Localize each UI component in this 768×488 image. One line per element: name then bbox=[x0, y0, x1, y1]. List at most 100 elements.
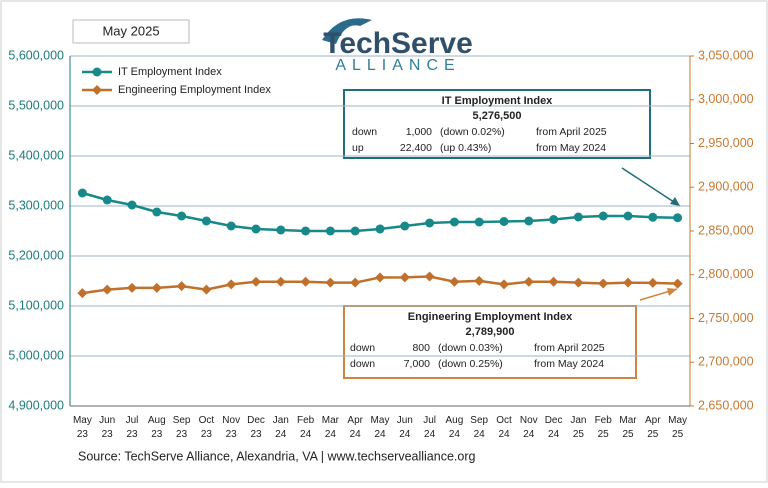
marker bbox=[474, 275, 485, 286]
marker bbox=[449, 276, 460, 287]
x-tick-label: Oct 23 bbox=[199, 415, 215, 440]
marker bbox=[400, 221, 410, 231]
annotation-cell: 1,000 bbox=[406, 126, 432, 138]
annotation-cell: from April 2025 bbox=[536, 126, 607, 138]
annotation-cell: (up 0.43%) bbox=[440, 142, 491, 154]
x-tick-label: Aug 23 bbox=[148, 415, 166, 440]
annotation-title: IT Employment Index bbox=[442, 95, 554, 107]
marker bbox=[647, 277, 658, 288]
x-tick-label: May 23 bbox=[73, 415, 92, 440]
x-tick-label: Apr 25 bbox=[645, 415, 661, 440]
marker bbox=[92, 85, 102, 95]
marker bbox=[176, 281, 187, 292]
x-tick-label: Jun 23 bbox=[99, 415, 115, 440]
marker bbox=[549, 215, 559, 224]
marker bbox=[301, 226, 311, 236]
logo-swoosh bbox=[322, 18, 372, 44]
marker bbox=[226, 221, 236, 231]
x-tick-label: Oct 24 bbox=[496, 415, 512, 440]
marker bbox=[325, 226, 335, 236]
x-tick-label: May 25 bbox=[668, 415, 687, 440]
legend-label: Engineering Employment Index bbox=[118, 84, 271, 96]
marker bbox=[424, 271, 435, 282]
y-tick-label: 5,000,000 bbox=[8, 348, 64, 362]
x-tick-label: Jul 23 bbox=[126, 415, 139, 440]
marker bbox=[524, 216, 534, 226]
marker bbox=[201, 216, 211, 226]
marker bbox=[251, 224, 261, 234]
it-arrow bbox=[621, 167, 681, 207]
marker bbox=[623, 211, 633, 221]
marker bbox=[523, 276, 534, 287]
annotation-cell: (down 0.03%) bbox=[438, 342, 503, 354]
x-tick-label: Aug 24 bbox=[446, 415, 464, 440]
annotation-title: Engineering Employment Index bbox=[408, 311, 573, 323]
marker bbox=[573, 277, 584, 288]
marker bbox=[152, 207, 162, 217]
marker bbox=[648, 212, 658, 222]
y-tick-label: 5,300,000 bbox=[8, 198, 64, 212]
marker bbox=[499, 279, 509, 290]
x-tick-label: Jan 25 bbox=[570, 415, 586, 440]
annotation-value: 5,276,500 bbox=[473, 110, 522, 122]
x-tick-label: Dec 23 bbox=[247, 415, 265, 440]
marker bbox=[449, 217, 459, 227]
eng-box bbox=[343, 305, 637, 379]
marker bbox=[474, 217, 484, 227]
marker bbox=[548, 276, 559, 287]
annotation-cell: up bbox=[352, 142, 364, 154]
y2-tick-label: 2,900,000 bbox=[698, 180, 754, 194]
x-tick-label: Jun 24 bbox=[397, 415, 413, 440]
y-tick-label: 4,900,000 bbox=[8, 398, 64, 412]
marker bbox=[127, 200, 137, 210]
x-tick-label: Nov 23 bbox=[222, 415, 240, 440]
marker bbox=[350, 226, 360, 236]
y2-tick-label: 2,700,000 bbox=[698, 355, 754, 369]
marker bbox=[251, 276, 261, 287]
marker bbox=[127, 282, 137, 293]
x-tick-label: May 24 bbox=[371, 415, 390, 440]
annotation-cell: from May 2024 bbox=[534, 358, 604, 370]
annotation-value: 2,789,900 bbox=[466, 326, 515, 338]
marker bbox=[325, 277, 336, 288]
x-tick-label: Dec 24 bbox=[545, 415, 563, 440]
y2-tick-label: 3,000,000 bbox=[698, 92, 754, 106]
y-tick-label: 5,200,000 bbox=[8, 248, 64, 262]
annotation-cell: (down 0.25%) bbox=[438, 358, 503, 370]
y2-tick-label: 2,850,000 bbox=[698, 223, 754, 237]
marker bbox=[598, 278, 609, 289]
y-tick-label: 5,600,000 bbox=[8, 48, 64, 62]
marker bbox=[77, 288, 88, 299]
marker bbox=[275, 276, 286, 287]
y-tick-label: 5,400,000 bbox=[8, 148, 64, 162]
x-tick-label: Mar 25 bbox=[619, 415, 637, 440]
marker bbox=[226, 279, 237, 290]
marker bbox=[102, 195, 112, 205]
annotation-cell: down bbox=[350, 358, 375, 370]
y2-tick-label: 2,950,000 bbox=[698, 136, 754, 150]
logo-name: TechServe bbox=[323, 27, 473, 60]
annotation-cell: 22,400 bbox=[400, 142, 432, 154]
x-tick-label: Mar 24 bbox=[322, 415, 340, 440]
y2-tick-label: 2,750,000 bbox=[698, 311, 754, 325]
y2-tick-label: 2,800,000 bbox=[698, 267, 754, 281]
marker bbox=[573, 212, 583, 222]
x-tick-label: Nov 24 bbox=[520, 415, 538, 440]
annotation-cell: from May 2024 bbox=[536, 142, 606, 154]
annotation-cell: from April 2025 bbox=[534, 342, 605, 354]
marker bbox=[672, 278, 683, 289]
marker bbox=[177, 211, 187, 221]
source: Source: TechServe Alliance, Alexandria, … bbox=[78, 449, 475, 463]
marker bbox=[623, 277, 633, 288]
y-tick-label: 5,100,000 bbox=[8, 298, 64, 312]
annotation-cell: 7,000 bbox=[404, 358, 430, 370]
marker bbox=[375, 224, 385, 234]
date-box bbox=[72, 19, 190, 44]
logo-tagline: ALLIANCE bbox=[335, 57, 460, 74]
annotation-cell: down bbox=[352, 126, 377, 138]
marker bbox=[92, 67, 102, 77]
eng-arrowhead bbox=[667, 288, 677, 296]
marker bbox=[102, 284, 113, 295]
